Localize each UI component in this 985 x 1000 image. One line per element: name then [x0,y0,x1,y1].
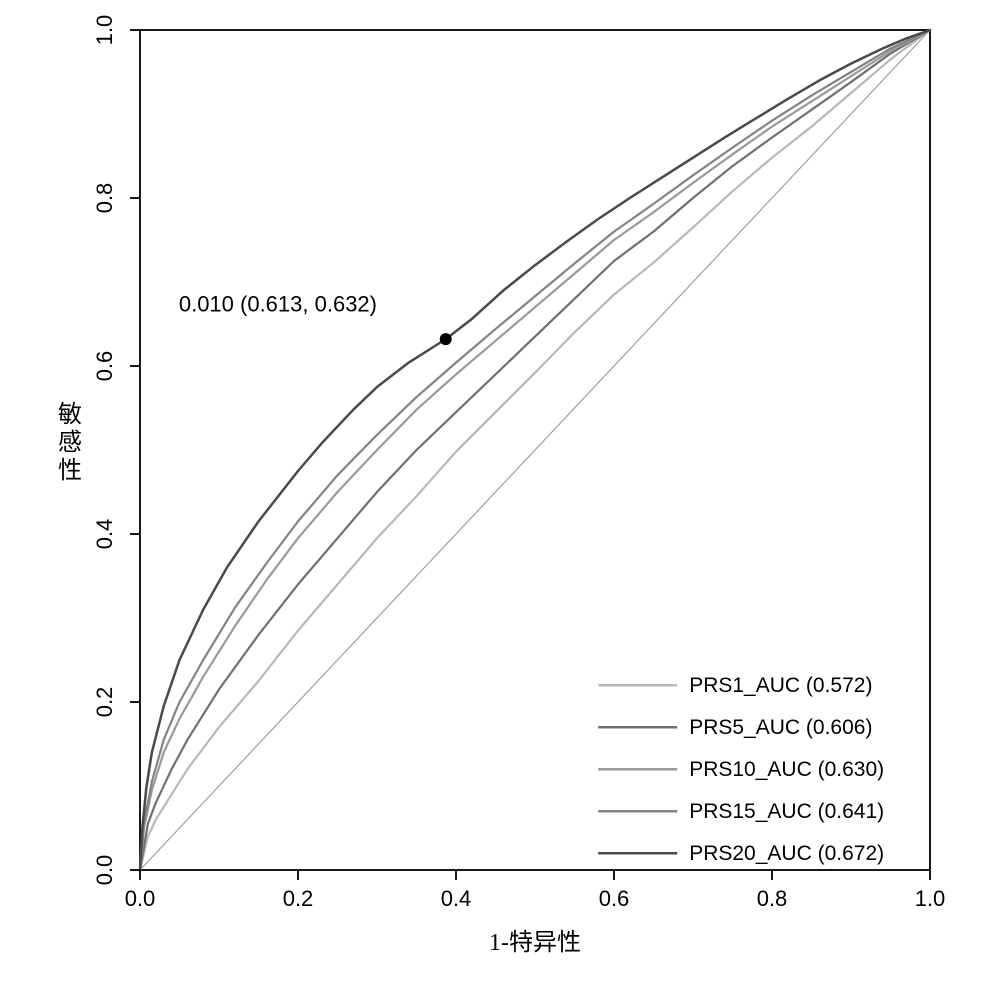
y-axis-label-char: 感 [58,429,82,456]
x-tick-label: 1.0 [915,886,946,911]
y-tick-label: 0.8 [92,183,117,214]
x-axis-label: 1-特异性 [489,929,581,956]
y-tick-label: 0.4 [92,519,117,550]
y-axis-label-char: 性 [58,457,82,484]
youden-label: 0.010 (0.613, 0.632) [179,291,377,316]
x-tick-label: 0.4 [441,886,472,911]
legend-label: PRS10_AUC (0.630) [689,758,884,781]
x-tick-label: 0.6 [599,886,630,911]
y-tick-label: 0.2 [92,687,117,718]
y-tick-label: 1.0 [92,15,117,46]
x-tick-label: 0.8 [757,886,788,911]
x-tick-label: 0.0 [125,886,156,911]
y-tick-label: 0.6 [92,351,117,382]
legend-label: PRS1_AUC (0.572) [689,674,872,697]
legend-label: PRS5_AUC (0.606) [689,716,872,739]
legend-label: PRS15_AUC (0.641) [689,800,884,823]
x-tick-label: 0.2 [283,886,314,911]
youden-point [440,333,452,345]
y-axis-label-char: 敏 [58,401,82,428]
roc-chart: 0.0 0.2 0.4 0.6 0.8 1.0 1-特异性 0.0 0.2 0.4 0.6 0.8 1.… [0,0,985,1000]
y-tick-label: 0.0 [92,855,117,886]
legend-label: PRS20_AUC (0.672) [689,842,884,865]
